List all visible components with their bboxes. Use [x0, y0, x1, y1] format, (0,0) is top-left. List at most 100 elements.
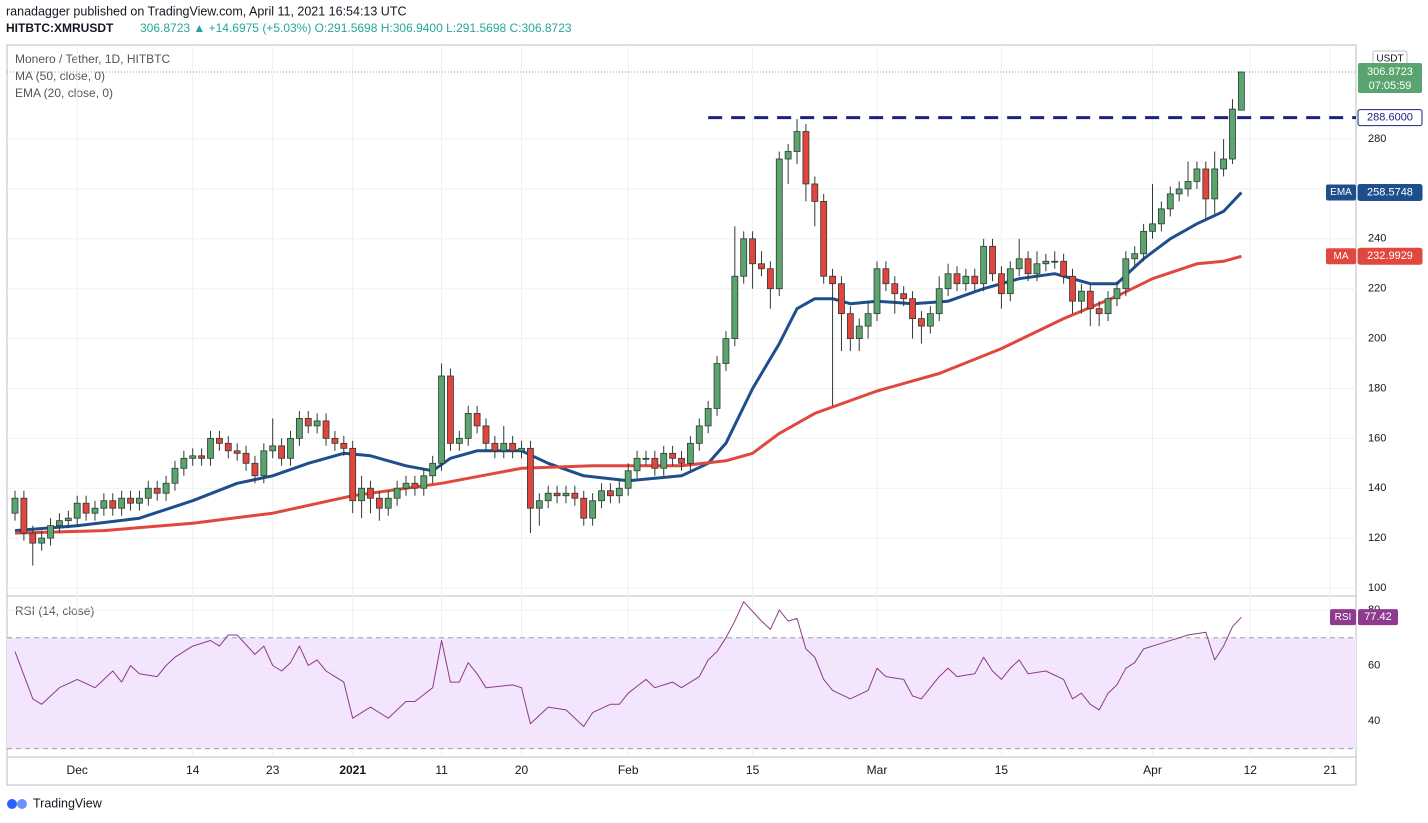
candle-body [891, 283, 899, 295]
rsi-name-tag: RSI [1335, 612, 1352, 623]
candle-body [527, 447, 534, 509]
candle-body [882, 268, 890, 285]
candle-body [11, 497, 19, 514]
candle-body [304, 418, 312, 427]
x-tick-label: 15 [746, 763, 760, 777]
y-tick-label: 140 [1368, 482, 1386, 494]
candle-body [544, 492, 552, 502]
candle-body [367, 487, 374, 499]
candle-body [1078, 290, 1085, 302]
y-axis-label: USDT [1376, 54, 1403, 65]
candle-body [100, 500, 108, 509]
series-name-tag: EMA [1330, 187, 1352, 198]
x-tick-label: 20 [515, 763, 529, 777]
candle-body [1229, 108, 1236, 160]
candle-body [153, 487, 161, 494]
y-tick-label: 180 [1368, 382, 1386, 394]
y-tick-label: 160 [1368, 432, 1386, 444]
candle-body [518, 447, 525, 452]
indicator-line [14, 254, 1242, 535]
candle-body [669, 452, 677, 459]
candle-body [224, 442, 232, 452]
candle-body [1220, 158, 1227, 170]
series-name-box [1326, 184, 1356, 201]
candle-body [438, 375, 445, 464]
series-value-tag: 258.5748 [1367, 186, 1413, 198]
candle-body [500, 442, 508, 452]
candle-body [375, 497, 383, 509]
candle-body [953, 273, 961, 285]
candle-body [820, 200, 828, 277]
candle-body [766, 268, 774, 290]
candle-body [38, 537, 46, 544]
candle-body [447, 375, 454, 444]
candle-body [1140, 230, 1148, 255]
candle-body [562, 492, 570, 497]
candle-body [998, 273, 1005, 295]
candle-body [944, 273, 952, 290]
candle-body [607, 490, 614, 497]
candle-body [802, 131, 810, 185]
candle-body [989, 245, 996, 275]
candle-body [722, 338, 730, 364]
candle-body [91, 507, 99, 514]
candle-body [180, 457, 188, 469]
candle-body [482, 425, 490, 444]
candle-body [198, 455, 206, 459]
candle-body [260, 450, 268, 477]
candle-body [980, 245, 988, 285]
candle-body [1184, 181, 1192, 190]
candle-body [873, 268, 881, 315]
candle-body [322, 420, 330, 439]
rsi-name-box [1330, 609, 1356, 626]
candle-body [731, 275, 739, 339]
candle-body [349, 447, 357, 502]
candle-body [1024, 258, 1032, 275]
candle-body [1051, 260, 1059, 263]
candle-body [358, 487, 365, 502]
candle-body [420, 475, 428, 489]
rsi-tick-label: 40 [1368, 715, 1380, 727]
x-tick-label: Apr [1143, 763, 1162, 777]
candle-body [589, 500, 597, 519]
candle-body [56, 520, 63, 527]
candle-body [1006, 268, 1014, 295]
candle-body [411, 482, 419, 489]
candle-body [811, 183, 819, 202]
candle-body [1015, 258, 1023, 270]
x-tick-label: Feb [618, 763, 639, 777]
candle-body [704, 408, 712, 427]
last-price-box [1358, 63, 1422, 94]
candle-body [118, 497, 126, 509]
candle-body [127, 497, 134, 504]
candle-body [1095, 308, 1103, 315]
candle-body [918, 318, 925, 327]
rsi-line [14, 601, 1242, 727]
candle-body [713, 363, 721, 409]
candle-body [1104, 298, 1112, 315]
series-value-tag-box [1357, 247, 1423, 265]
candle-body [1175, 188, 1183, 195]
candle-body [749, 238, 756, 265]
candle-body [233, 450, 241, 454]
candle-body [109, 500, 117, 509]
x-tick-label: 15 [995, 763, 1009, 777]
x-tick-label: Mar [867, 763, 888, 777]
candle-body [758, 263, 765, 270]
x-tick-label: 12 [1244, 763, 1258, 777]
candle-body [82, 502, 90, 514]
y-tick-label: 120 [1368, 532, 1386, 544]
candle-body [695, 425, 703, 444]
rsi-value-tag: 77.42 [1364, 611, 1392, 623]
candle-body [251, 462, 259, 477]
candle-body [136, 497, 143, 504]
candle-body [535, 500, 543, 509]
footer-brand: TradingView [33, 796, 103, 810]
candle-body [971, 275, 979, 285]
last-price-tag: 306.8723 [1367, 66, 1413, 78]
candle-body [1033, 263, 1041, 275]
y-tick-label: 240 [1368, 233, 1386, 245]
candle-body [1069, 275, 1076, 302]
candle-body [1211, 168, 1219, 200]
y-tick-label: 220 [1368, 283, 1386, 295]
